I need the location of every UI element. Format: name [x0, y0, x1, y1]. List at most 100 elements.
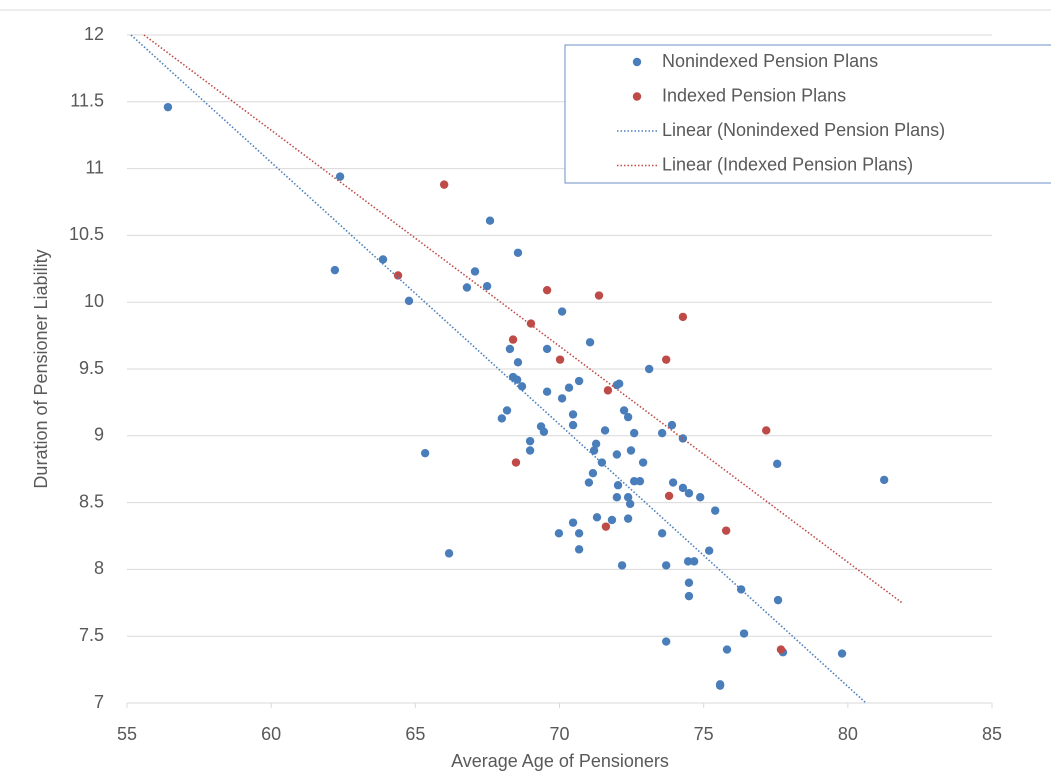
trendline — [130, 34, 867, 703]
legend-label: Nonindexed Pension Plans — [662, 51, 878, 71]
point — [462, 283, 472, 292]
y-tick-label: 7.5 — [79, 625, 104, 645]
x-tick-label: 75 — [694, 724, 714, 744]
point — [661, 561, 671, 570]
y-tick-label: 7 — [94, 692, 104, 712]
point — [444, 549, 454, 558]
point — [603, 386, 613, 395]
point — [525, 446, 535, 455]
point — [644, 364, 654, 374]
point — [623, 514, 633, 523]
point — [420, 448, 430, 458]
point — [542, 344, 552, 354]
y-tick-label: 10 — [84, 291, 104, 311]
point — [554, 529, 564, 538]
point — [612, 493, 622, 502]
point — [837, 649, 847, 658]
point — [568, 518, 578, 527]
point — [612, 450, 622, 459]
point — [557, 307, 567, 316]
point — [508, 335, 518, 344]
y-tick-label: 10.5 — [69, 224, 104, 244]
x-tick-label: 60 — [261, 724, 281, 744]
legend-label: Linear (Indexed Pension Plans) — [662, 154, 913, 174]
point — [574, 545, 584, 554]
point — [482, 281, 492, 291]
point — [696, 493, 705, 502]
trendline — [143, 34, 903, 604]
point — [574, 529, 584, 538]
point — [617, 561, 627, 570]
point — [163, 102, 173, 112]
point — [505, 344, 515, 354]
point — [557, 394, 567, 403]
point — [776, 645, 786, 654]
point — [678, 483, 688, 493]
point — [684, 489, 694, 498]
point — [619, 406, 629, 415]
point — [393, 271, 403, 280]
x-tick-label: 65 — [405, 724, 425, 744]
point — [589, 446, 599, 455]
point — [684, 578, 694, 587]
point — [668, 478, 678, 487]
point — [661, 355, 671, 364]
point — [497, 414, 507, 423]
point — [715, 681, 725, 690]
point — [564, 383, 574, 392]
point — [594, 291, 604, 300]
point — [704, 546, 714, 555]
point — [661, 637, 671, 646]
y-tick-label: 9.5 — [79, 358, 104, 378]
point — [588, 469, 598, 478]
x-tick-label: 80 — [838, 724, 858, 744]
point — [664, 491, 674, 501]
point — [657, 428, 667, 438]
x-tick-label: 70 — [549, 724, 569, 744]
point — [762, 426, 771, 435]
point — [485, 216, 495, 225]
point — [623, 412, 633, 422]
point — [513, 248, 523, 257]
point — [623, 493, 633, 502]
y-tick-label: 8.5 — [79, 491, 104, 511]
point — [739, 629, 749, 638]
point — [502, 406, 512, 415]
point — [517, 382, 527, 391]
point — [629, 428, 639, 438]
point — [513, 358, 523, 367]
point — [330, 265, 340, 275]
point — [657, 529, 667, 538]
x-tick-label: 55 — [117, 724, 137, 744]
point — [600, 426, 610, 435]
point — [684, 591, 694, 601]
x-axis-title: Average Age of Pensioners — [451, 751, 669, 771]
point — [542, 285, 552, 295]
y-tick-label: 12 — [84, 24, 104, 44]
point — [722, 645, 732, 654]
point — [404, 296, 414, 306]
legend-label: Indexed Pension Plans — [662, 85, 846, 105]
point — [568, 420, 578, 430]
point — [613, 481, 623, 490]
point — [585, 338, 595, 347]
point — [678, 312, 688, 322]
point — [711, 506, 720, 515]
y-tick-label: 11.5 — [70, 91, 104, 111]
point — [635, 477, 645, 486]
y-axis-title: Duration of Pensioner Liability — [31, 249, 51, 488]
legend-swatch — [632, 57, 642, 67]
point — [689, 557, 699, 566]
point — [625, 499, 635, 509]
point — [526, 319, 536, 328]
point — [525, 436, 535, 446]
legend-box — [564, 44, 1051, 184]
point — [555, 355, 565, 364]
point — [721, 526, 731, 535]
y-tick-label: 11 — [85, 157, 104, 177]
point — [439, 180, 449, 189]
point — [591, 439, 601, 449]
point — [667, 420, 677, 430]
point — [597, 458, 607, 467]
